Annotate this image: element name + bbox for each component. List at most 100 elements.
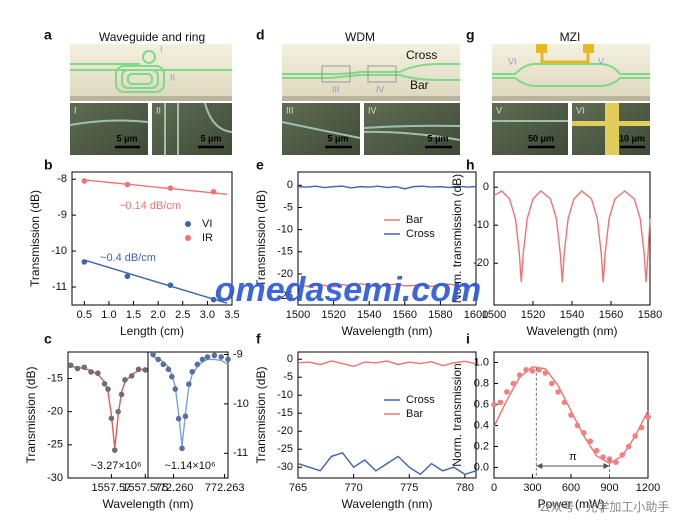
y-axis-label: Transmission (dB) <box>254 367 268 464</box>
x-tick-label: 1500 <box>286 309 310 321</box>
x-tick-label: 1560 <box>393 309 417 321</box>
y-tick-label: -30 <box>277 461 293 473</box>
y-tick-label: -9 <box>57 209 67 221</box>
data-point <box>182 413 189 420</box>
x-tick-label: 0 <box>491 482 497 494</box>
data-point <box>548 380 555 387</box>
data-point <box>124 273 131 280</box>
data-point <box>108 415 115 422</box>
image-title: Waveguide and ring <box>99 30 205 44</box>
image-label: Bar <box>410 78 429 92</box>
data-point <box>561 399 568 406</box>
x-tick-label: 1520 <box>521 309 545 321</box>
x-tick-label: 1557.57 <box>92 482 132 494</box>
data-point <box>194 361 201 368</box>
x-tick-label: 1520 <box>321 309 345 321</box>
x-tick-label: 900 <box>600 482 618 494</box>
data-point <box>218 354 224 360</box>
inset-label: IV <box>368 105 377 115</box>
data-point <box>189 368 196 375</box>
annotation: π <box>569 451 577 463</box>
data-point <box>172 386 179 392</box>
data-point <box>169 373 175 380</box>
data-point <box>497 399 504 406</box>
series-line <box>297 451 477 476</box>
data-point <box>523 367 529 373</box>
x-axis-label: Power (mW) <box>538 497 605 511</box>
plot-frame <box>297 171 477 306</box>
scale-bar-label: 5 μm <box>200 133 221 143</box>
inset-label: III <box>286 105 294 115</box>
plot-frame <box>147 351 229 479</box>
series-line <box>84 259 228 304</box>
device-image <box>69 44 233 155</box>
x-tick-label: 600 <box>562 482 580 494</box>
y-axis-label: Transmission (dB) <box>254 190 268 287</box>
data-point <box>199 356 206 363</box>
scale-bar-label: 50 μm <box>528 133 554 143</box>
y-tick-label: 0.4 <box>474 419 489 431</box>
x-tick-label: 1580 <box>638 309 662 321</box>
data-point <box>645 414 651 420</box>
data-point <box>122 377 128 383</box>
y-tick-label: -5 <box>283 371 293 383</box>
data-point <box>613 459 619 466</box>
data-point <box>529 368 536 374</box>
x-axis-label: Length (cm) <box>120 324 184 338</box>
series-line <box>84 179 228 195</box>
y-tick-label: -9 <box>233 348 243 360</box>
inset-label: VI <box>576 105 585 115</box>
legend-symbol <box>185 221 191 227</box>
data-point <box>128 373 135 379</box>
annotation: ~3.27×10⁶ <box>90 460 141 472</box>
panel-letter: e <box>256 157 264 173</box>
x-tick-label: 0.5 <box>77 309 92 321</box>
y-axis-label: Transmission (dB) <box>28 190 42 287</box>
x-tick-label: 780 <box>456 482 474 494</box>
data-point <box>504 389 510 395</box>
image-label: V <box>598 56 604 66</box>
data-point <box>568 412 574 418</box>
data-point <box>155 356 162 363</box>
image-label: Cross <box>406 48 437 62</box>
inset-label: I <box>74 105 77 115</box>
y-tick-label: -11 <box>52 281 67 293</box>
legend-label: Bar <box>406 408 423 420</box>
scale-bar-label: 10 μm <box>619 133 645 143</box>
panel-letter: c <box>44 331 52 347</box>
image-label: VI <box>508 56 517 66</box>
data-point <box>510 380 517 387</box>
y-tick-label: -15 <box>47 372 63 384</box>
data-point <box>542 370 549 376</box>
y-tick-label: -25 <box>47 439 63 451</box>
x-tick-label: 2.0 <box>151 309 166 321</box>
x-tick-label: 765 <box>289 482 307 494</box>
watermark: omedasemi.com <box>215 271 481 309</box>
x-tick-label: 1200 <box>636 482 660 494</box>
panel-letter: f <box>256 331 261 347</box>
data-point <box>81 364 88 371</box>
y-tick-label: -11 <box>233 447 248 459</box>
y-tick-label: -30 <box>47 472 63 484</box>
data-point <box>115 408 121 415</box>
y-tick-label: -20 <box>473 257 489 269</box>
device-image <box>492 44 650 155</box>
y-tick-label: -10 <box>277 389 293 401</box>
data-point <box>179 445 185 452</box>
charts: 0.5 1.0 1.5 2.0 2.5 3.0 3.5 -8 -9 -10 -11 Length (c… <box>24 171 662 511</box>
y-tick-label: -20 <box>277 425 293 437</box>
image-label: IV <box>376 84 385 94</box>
y-tick-label: 0 <box>287 353 293 365</box>
data-point <box>574 422 581 429</box>
legend-label: Cross <box>406 394 435 406</box>
data-point <box>88 369 94 375</box>
x-tick-label: 3.5 <box>224 309 239 321</box>
y-tick-label: -20 <box>277 268 293 280</box>
data-point <box>225 356 231 363</box>
data-point <box>581 430 587 436</box>
y-tick-label: 1.0 <box>474 356 489 368</box>
scale-bar-label: 5 μm <box>427 133 448 143</box>
x-tick-label: 2.5 <box>175 309 190 321</box>
y-tick-label: -20 <box>47 406 63 418</box>
